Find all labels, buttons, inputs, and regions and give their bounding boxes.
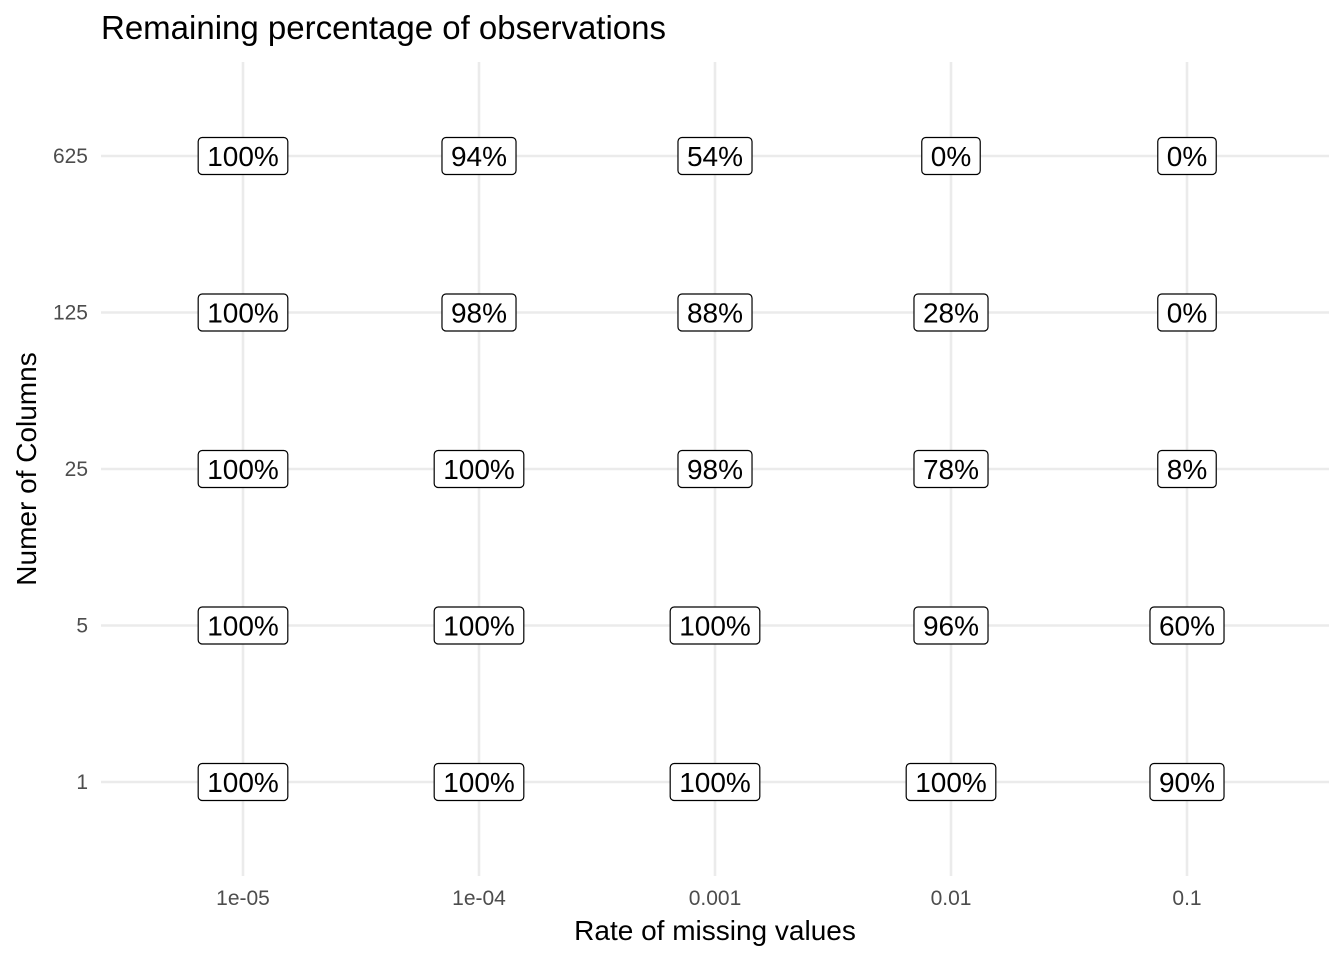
x-tick-label-1: 1e-04	[452, 887, 506, 910]
cell-label-text: 100%	[207, 767, 279, 798]
cell-label-box	[1157, 449, 1217, 489]
cell-label-box	[197, 293, 289, 332]
cell-label-text: 60%	[1159, 611, 1215, 642]
x-tick-label-3: 0.01	[931, 887, 972, 910]
cell-label-17: 100%	[669, 606, 761, 645]
cell-label-text: 100%	[207, 454, 279, 485]
cell-label-18: 96%	[913, 606, 989, 645]
cell-label-text: 100%	[915, 767, 987, 798]
cell-label-8: 28%	[913, 293, 989, 332]
cell-label-box	[433, 606, 525, 645]
cell-label-19: 60%	[1149, 606, 1225, 645]
cell-label-15: 100%	[197, 606, 289, 645]
cell-label-11: 100%	[433, 449, 525, 489]
cell-label-text: 100%	[207, 611, 279, 642]
y-tick-labels: 1 5 25 125 625	[53, 145, 88, 794]
cell-label-box	[433, 762, 525, 802]
cell-label-text: 100%	[443, 767, 515, 798]
cell-label-text: 100%	[207, 141, 279, 172]
cell-label-text: 8%	[1167, 454, 1207, 485]
cell-label-6: 98%	[441, 293, 517, 332]
cell-label-text: 100%	[207, 298, 279, 329]
cell-label-0: 100%	[197, 136, 289, 176]
cell-label-text: 90%	[1159, 767, 1215, 798]
cell-label-box	[669, 606, 761, 645]
cell-label-5: 100%	[197, 293, 289, 332]
cell-label-box	[197, 606, 289, 645]
cell-label-text: 100%	[443, 611, 515, 642]
y-axis-title: Numer of Columns	[11, 352, 42, 585]
cell-label-7: 88%	[677, 293, 753, 332]
cell-label-text: 100%	[679, 767, 751, 798]
cell-label-9: 0%	[1157, 293, 1217, 332]
cell-label-text: 100%	[443, 454, 515, 485]
cell-label-box	[197, 136, 289, 176]
cell-label-23: 100%	[905, 762, 997, 802]
cell-label-22: 100%	[669, 762, 761, 802]
cell-label-16: 100%	[433, 606, 525, 645]
x-tick-labels: 1e-05 1e-04 0.001 0.01 0.1	[216, 887, 1201, 910]
cell-label-text: 54%	[687, 141, 743, 172]
cell-label-box	[1157, 136, 1217, 176]
cell-label-13: 78%	[913, 449, 989, 489]
x-axis-title: Rate of missing values	[574, 915, 856, 946]
cell-label-box	[1149, 762, 1225, 802]
cell-label-box	[197, 449, 289, 489]
y-tick-label-4: 625	[53, 145, 88, 168]
cell-label-text: 98%	[687, 454, 743, 485]
y-tick-label-0: 1	[76, 771, 88, 794]
cell-label-box	[197, 762, 289, 802]
cell-label-text: 28%	[923, 298, 979, 329]
chart-title: Remaining percentage of observations	[101, 9, 666, 46]
cell-label-2: 54%	[677, 136, 753, 176]
cell-label-3: 0%	[921, 136, 981, 176]
cell-labels: 100% 94% 54% 0% 0% 100% 98% 88% 28% 0% 100% 100% 98%…	[197, 136, 1225, 802]
cell-label-text: 94%	[451, 141, 507, 172]
cell-label-text: 96%	[923, 611, 979, 642]
cell-label-box	[677, 449, 753, 489]
cell-label-text: 88%	[687, 298, 743, 329]
cell-label-text: 100%	[679, 611, 751, 642]
cell-label-box	[441, 136, 517, 176]
cell-label-14: 8%	[1157, 449, 1217, 489]
cell-label-box	[913, 293, 989, 332]
cell-label-10: 100%	[197, 449, 289, 489]
x-tick-label-2: 0.001	[689, 887, 742, 910]
cell-label-box	[921, 136, 981, 176]
cell-label-box	[1157, 293, 1217, 332]
x-tick-label-4: 0.1	[1172, 887, 1201, 910]
x-tick-label-0: 1e-05	[216, 887, 270, 910]
cell-label-box	[433, 449, 525, 489]
cell-label-text: 0%	[1167, 298, 1207, 329]
cell-label-box	[669, 762, 761, 802]
cell-label-1: 94%	[441, 136, 517, 176]
y-tick-label-3: 125	[53, 302, 88, 325]
cell-label-24: 90%	[1149, 762, 1225, 802]
cell-label-text: 0%	[1167, 141, 1207, 172]
cell-label-box	[677, 136, 753, 176]
y-tick-label-2: 25	[65, 458, 88, 481]
cell-label-21: 100%	[433, 762, 525, 802]
cell-label-4: 0%	[1157, 136, 1217, 176]
y-tick-label-1: 5	[76, 615, 88, 638]
cell-label-box	[1149, 606, 1225, 645]
cell-label-box	[913, 606, 989, 645]
cell-label-box	[905, 762, 997, 802]
cell-label-box	[441, 293, 517, 332]
cell-label-box	[677, 293, 753, 332]
cell-label-text: 98%	[451, 298, 507, 329]
cell-label-12: 98%	[677, 449, 753, 489]
cell-label-box	[913, 449, 989, 489]
cell-label-text: 78%	[923, 454, 979, 485]
cell-label-text: 0%	[931, 141, 971, 172]
cell-label-20: 100%	[197, 762, 289, 802]
